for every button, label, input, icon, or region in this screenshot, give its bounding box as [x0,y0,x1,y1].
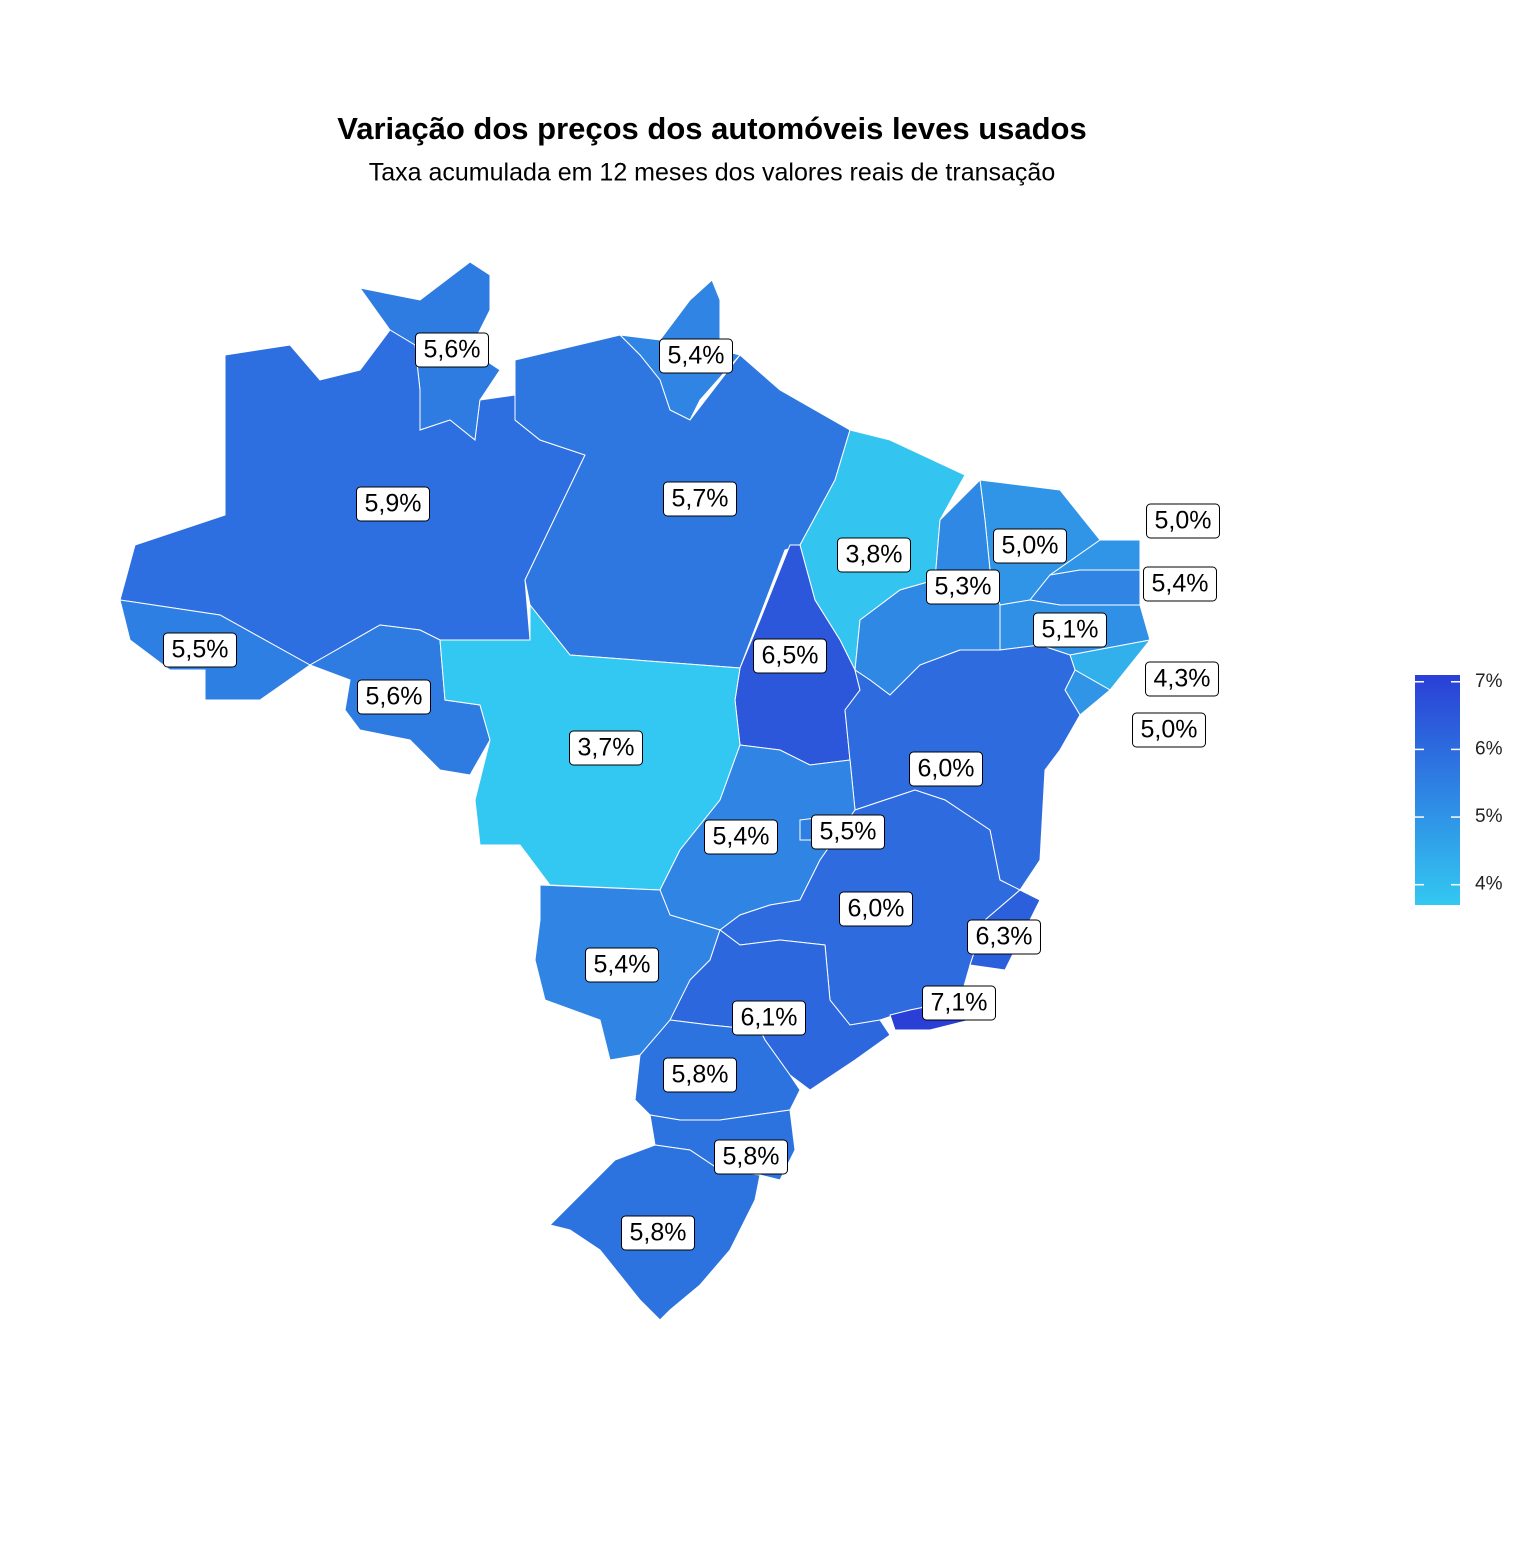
legend-tick-label: 5% [1475,806,1503,827]
value-label: 5,0% [1002,532,1059,560]
value-label: 5,4% [668,342,725,370]
label-box [585,947,659,983]
label-box [1145,661,1219,697]
value-label: 5,0% [1155,507,1212,535]
label-box [837,537,911,573]
value-label: 6,5% [762,642,819,670]
value-label: 5,5% [172,636,229,664]
chart-title: Variação dos preços dos automóveis leves… [337,111,1086,146]
value-label: 5,6% [424,336,481,364]
regions [119,261,1152,1321]
legend-tick-label: 4% [1475,874,1503,895]
value-label: 5,6% [366,683,423,711]
label-box [659,338,733,374]
value-label: 5,9% [365,490,422,518]
legend-tick-label: 6% [1475,738,1503,759]
value-label: 5,7% [672,485,729,513]
label-box [704,819,778,855]
label-box [415,332,489,368]
value-label: 6,3% [976,923,1033,951]
value-label: 4,3% [1154,665,1211,693]
legend-tick-label: 7% [1475,671,1503,692]
label-box [909,751,983,787]
value-label: 5,3% [935,573,992,601]
label-box [967,919,1041,955]
label-box [732,1000,806,1036]
value-label: 5,0% [1141,716,1198,744]
label-box [163,632,237,668]
label-box [926,569,1000,605]
label-box [357,679,431,715]
label-box [663,481,737,517]
chart-subtitle: Taxa acumulada em 12 meses dos valores r… [369,159,1055,187]
value-label: 3,8% [846,541,903,569]
colorbar [1415,675,1460,905]
label-box [993,528,1067,564]
labels: 5,6% 5,4% 5,9% 5,7% 3,8% 5,0% 5,0% 5,3% 5,4% 5,1%… [163,332,1220,1251]
value-label: 5,8% [723,1143,780,1171]
label-box [569,730,643,766]
value-label: 6,0% [918,755,975,783]
label-box [1033,612,1107,648]
legend: 4% 5% 6% 7% [1415,671,1503,905]
value-label: 5,4% [594,951,651,979]
label-box [1146,503,1220,539]
value-label: 5,1% [1042,616,1099,644]
label-box [811,814,885,850]
label-box [714,1139,788,1175]
value-label: 5,4% [1152,570,1209,598]
value-label: 6,1% [741,1004,798,1032]
value-label: 5,8% [630,1219,687,1247]
value-label: 5,8% [672,1061,729,1089]
label-box [663,1057,737,1093]
label-box [356,486,430,522]
value-label: 5,4% [713,823,770,851]
value-label: 5,5% [820,818,877,846]
label-box [1143,566,1217,602]
label-box [621,1215,695,1251]
label-box [839,891,913,927]
value-label: 3,7% [578,734,635,762]
label-box [1132,712,1206,748]
value-label: 7,1% [931,989,988,1017]
label-box [753,638,827,674]
label-box [922,985,996,1021]
value-label: 6,0% [848,895,905,923]
